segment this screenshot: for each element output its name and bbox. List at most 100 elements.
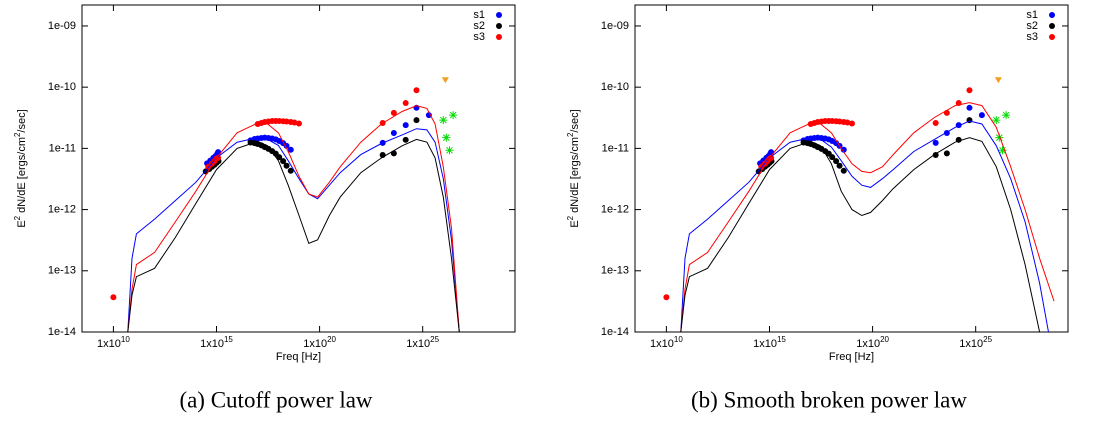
data-point	[840, 167, 847, 174]
label-part: E	[569, 220, 581, 227]
data-point	[998, 146, 1007, 155]
plot-frame	[81, 4, 516, 333]
data-point	[287, 167, 294, 174]
model-curve	[127, 138, 460, 332]
data-point	[844, 119, 851, 126]
data-point	[291, 119, 298, 126]
data-point	[992, 116, 1001, 125]
legend-label: s3	[1026, 31, 1038, 43]
model-curve	[680, 137, 1041, 332]
data-point	[283, 162, 290, 169]
data-point	[215, 154, 222, 161]
data-point	[840, 146, 847, 153]
tick-base: 1x10	[650, 338, 674, 350]
data-point	[833, 158, 840, 165]
model-curve	[127, 105, 460, 332]
data-point	[413, 117, 420, 124]
y-tick-label: 1e-12	[48, 203, 76, 215]
data-point	[390, 150, 397, 157]
label-part: dN/dE [ergs/cm	[569, 137, 581, 216]
y-axis-label: E2 dN/dE [ergs/cm2/sec]	[13, 109, 28, 227]
label-sup: 2	[13, 132, 22, 137]
model-curve	[127, 128, 460, 332]
x-tick-label: 1x1020	[856, 335, 889, 350]
y-tick-label: 1e-13	[48, 265, 76, 277]
tick-base: 1x10	[959, 338, 983, 350]
tick-base: 1x10	[406, 338, 430, 350]
data-point	[283, 142, 290, 149]
label-part: /sec]	[16, 109, 28, 132]
y-tick-label: 1e-11	[49, 142, 76, 154]
data-point	[402, 122, 409, 129]
tick-exp: 15	[224, 335, 233, 344]
data-point	[390, 109, 397, 116]
data-point	[287, 146, 294, 153]
data-point	[663, 294, 670, 301]
legend-marker	[496, 34, 502, 40]
x-tick-label: 1x1020	[303, 335, 336, 350]
legend-label: s1	[1026, 9, 1038, 21]
tick-exp: 10	[121, 335, 130, 344]
tick-exp: 25	[983, 335, 992, 344]
x-tick-label: 1x1025	[959, 335, 992, 350]
x-tick-label: 1x1015	[200, 335, 233, 350]
y-tick-label: 1e-09	[601, 20, 629, 32]
x-tick-label: 1x1025	[406, 335, 439, 350]
y-tick-label: 1e-11	[602, 142, 629, 154]
tick-exp: 10	[674, 335, 683, 344]
data-point	[441, 77, 449, 84]
plot-frame	[634, 4, 1069, 333]
label-sup: 2	[13, 215, 22, 220]
data-point	[402, 100, 409, 107]
x-tick-label: 1x1010	[650, 335, 683, 350]
tick-base: 1x10	[97, 338, 121, 350]
legend-label: s1	[473, 9, 485, 21]
legend-marker	[1049, 23, 1055, 29]
legend-marker	[1049, 34, 1055, 40]
data-point	[768, 149, 775, 156]
data-point	[966, 104, 973, 111]
data-point	[848, 120, 855, 127]
label-part: dN/dE [ergs/cm	[16, 137, 28, 216]
legend-marker	[1049, 12, 1055, 18]
data-point	[932, 119, 939, 126]
tick-exp: 15	[777, 335, 786, 344]
data-point	[413, 87, 420, 94]
model-curve	[680, 120, 1049, 332]
data-point	[442, 133, 451, 142]
legend-marker	[496, 23, 502, 29]
model-curve	[680, 102, 1055, 332]
data-point	[295, 120, 302, 127]
x-axis-label: Freq [Hz]	[829, 351, 874, 363]
data-point	[836, 162, 843, 169]
data-point	[445, 146, 454, 155]
x-axis-label: Freq [Hz]	[276, 351, 321, 363]
legend-label: s3	[473, 31, 485, 43]
tick-exp: 20	[327, 335, 336, 344]
data-point	[943, 150, 950, 157]
label-part: E	[16, 220, 28, 227]
data-point	[994, 77, 1002, 84]
x-tick-label: 1x1010	[97, 335, 130, 350]
caption: (a) Cutoff power law	[179, 387, 372, 412]
tick-base: 1x10	[856, 338, 880, 350]
data-point	[829, 154, 836, 161]
data-point	[966, 87, 973, 94]
data-point	[439, 116, 448, 125]
data-point	[276, 154, 283, 161]
data-point	[1002, 111, 1011, 120]
y-tick-label: 1e-14	[48, 326, 76, 338]
y-tick-label: 1e-09	[48, 20, 76, 32]
y-tick-label: 1e-12	[601, 203, 629, 215]
data-point	[402, 136, 409, 143]
tick-exp: 20	[880, 335, 889, 344]
data-point	[110, 294, 117, 301]
legend-label: s2	[473, 20, 485, 32]
data-point	[390, 130, 397, 137]
label-sup: 2	[566, 215, 575, 220]
x-tick-label: 1x1015	[753, 335, 786, 350]
y-tick-label: 1e-10	[48, 81, 76, 93]
y-tick-label: 1e-10	[601, 81, 629, 93]
